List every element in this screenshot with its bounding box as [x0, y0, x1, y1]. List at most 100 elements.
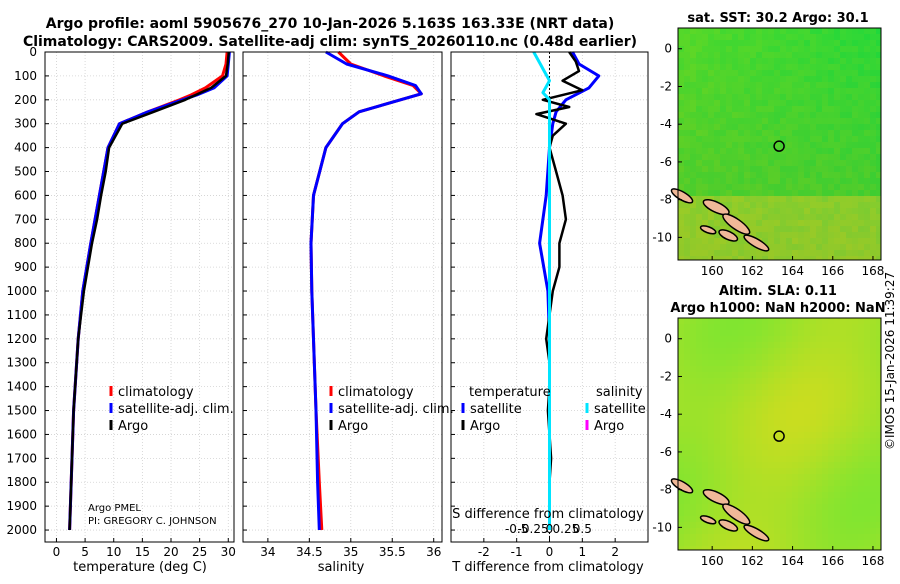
- map-cell: [858, 504, 864, 510]
- depth-tick-label: 1100: [6, 308, 37, 322]
- map-cell: [798, 166, 804, 172]
- map-cell: [774, 160, 780, 166]
- map-cell: [792, 52, 798, 58]
- map-cell: [678, 384, 684, 390]
- map-cell: [816, 94, 822, 100]
- map-cell: [684, 414, 690, 420]
- map-cell: [762, 408, 768, 414]
- map-cell: [876, 516, 881, 522]
- map-cell: [864, 184, 870, 190]
- map-cell: [840, 492, 846, 498]
- map-cell: [864, 492, 870, 498]
- map-cell: [852, 516, 858, 522]
- map-cell: [792, 244, 798, 250]
- map-cell: [690, 456, 696, 462]
- map-cell: [798, 106, 804, 112]
- map-cell: [876, 154, 881, 160]
- map-cell: [786, 540, 792, 546]
- map-cell: [780, 324, 786, 330]
- map-cell: [690, 474, 696, 480]
- map-cell: [726, 444, 732, 450]
- depth-tick-label: 800: [14, 236, 37, 250]
- map-cell: [714, 402, 720, 408]
- map-cell: [804, 106, 810, 112]
- map-cell: [696, 528, 702, 534]
- map-cell: [834, 154, 840, 160]
- map-cell: [684, 354, 690, 360]
- map-cell: [804, 372, 810, 378]
- map-cell: [774, 88, 780, 94]
- map-cell: [828, 534, 834, 540]
- map-cell: [738, 336, 744, 342]
- map-cell: [690, 522, 696, 528]
- map-cell: [828, 202, 834, 208]
- map-cell: [876, 136, 881, 142]
- map-cell: [684, 462, 690, 468]
- map-cell: [822, 190, 828, 196]
- map-cell: [828, 28, 834, 34]
- map-cell: [792, 256, 798, 260]
- x-tick-label: 35.5: [379, 545, 406, 559]
- map-cell: [726, 166, 732, 172]
- map-cell: [678, 450, 684, 456]
- map-cell: [774, 64, 780, 70]
- map-cell: [792, 28, 798, 34]
- map-cell: [792, 540, 798, 546]
- map-cell: [798, 190, 804, 196]
- map-cell: [762, 100, 768, 106]
- legend-salinity-heading: salinity: [596, 385, 643, 400]
- map-cell: [732, 390, 738, 396]
- map-cell: [786, 444, 792, 450]
- map-cell: [756, 256, 762, 260]
- map-cell: [858, 522, 864, 528]
- map-cell: [708, 474, 714, 480]
- map-cell: [792, 456, 798, 462]
- map-cell: [834, 456, 840, 462]
- map-cell: [792, 492, 798, 498]
- map-cell: [750, 390, 756, 396]
- map-cell: [840, 142, 846, 148]
- map-cell: [702, 160, 708, 166]
- map-cell: [870, 450, 876, 456]
- x-tick-label: 0: [53, 545, 61, 559]
- map-cell: [852, 34, 858, 40]
- map-cell: [720, 256, 726, 260]
- map-cell: [750, 154, 756, 160]
- map-cell: [870, 420, 876, 426]
- map-cell: [696, 390, 702, 396]
- map-cell: [852, 366, 858, 372]
- map-cell: [804, 504, 810, 510]
- map-cell: [756, 498, 762, 504]
- map-cell: [828, 486, 834, 492]
- map-cell: [714, 450, 720, 456]
- map-cell: [852, 480, 858, 486]
- map-cell: [780, 498, 786, 504]
- map-cell: [702, 534, 708, 540]
- map-cell: [780, 160, 786, 166]
- map-cell: [810, 546, 816, 550]
- map-cell: [684, 70, 690, 76]
- map-cell: [876, 546, 881, 550]
- map-cell: [714, 528, 720, 534]
- map-cell: [774, 178, 780, 184]
- map-cell: [810, 112, 816, 118]
- map-cell: [840, 330, 846, 336]
- map-cell: [756, 154, 762, 160]
- map-cell: [870, 486, 876, 492]
- map-cell: [696, 58, 702, 64]
- map-cell: [810, 468, 816, 474]
- map-cell: [678, 348, 684, 354]
- map-cell: [708, 208, 714, 214]
- map-cell: [726, 202, 732, 208]
- map-cell: [804, 76, 810, 82]
- map-cell: [678, 250, 684, 256]
- map-cell: [828, 366, 834, 372]
- map-cell: [726, 256, 732, 260]
- map-cell: [768, 330, 774, 336]
- map-cell: [774, 450, 780, 456]
- map-cell: [750, 348, 756, 354]
- map-cell: [786, 426, 792, 432]
- map-cell: [756, 100, 762, 106]
- map-cell: [846, 64, 852, 70]
- map-cell: [822, 136, 828, 142]
